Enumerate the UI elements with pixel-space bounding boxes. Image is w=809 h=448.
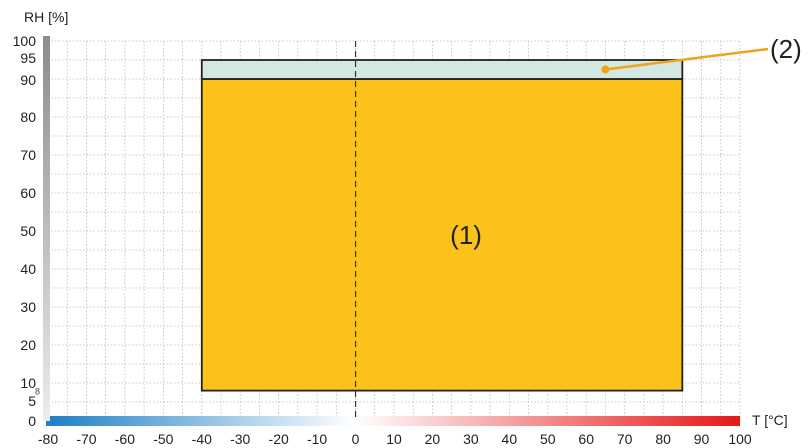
x-tick-label: 100: [728, 431, 752, 447]
x-tick-label: -20: [269, 431, 289, 447]
region-2-label: (2): [770, 34, 802, 64]
y-tick-label: 5: [28, 393, 36, 409]
operating-regions: (1): [200, 59, 684, 392]
x-tick-label: 90: [694, 431, 710, 447]
region-2: [200, 59, 684, 80]
y-tick-label: 60: [20, 185, 36, 201]
x-tick-label: -30: [230, 431, 250, 447]
y-tick-label: 20: [20, 337, 36, 353]
y-tick-label: 80: [20, 109, 36, 125]
callout: (2): [601, 34, 802, 74]
y-tick-label: 0: [28, 413, 36, 429]
x-tick-label: 20: [425, 431, 441, 447]
y-tick-label: 70: [20, 147, 36, 163]
x-tick-label: -40: [192, 431, 212, 447]
x-tick-label: 10: [386, 431, 402, 447]
y-tick-label: 95: [20, 50, 36, 66]
x-tick-label: -50: [153, 431, 173, 447]
x-tick-label: 60: [578, 431, 594, 447]
x-tick-label: 50: [540, 431, 556, 447]
y-minor-tick-label: 8: [35, 387, 40, 397]
y-tick-label: 10: [20, 375, 36, 391]
temperature-color-bar: [46, 416, 740, 426]
x-tick-label: 70: [617, 431, 633, 447]
axes: [43, 36, 740, 426]
y-tick-label: 30: [20, 299, 36, 315]
y-tick-label: 40: [20, 261, 36, 277]
tick-labels: -80 -70 -60 -50 -40 -30 -20 -10 0 10 20 30 40 50 60 70 8…: [13, 33, 752, 447]
callout-dot: [601, 65, 610, 74]
humidity-color-bar: [43, 36, 50, 421]
x-axis-title: T [°C]: [752, 412, 788, 428]
x-tick-label: -60: [115, 431, 135, 447]
y-axis-title: RH [%]: [24, 9, 68, 25]
x-tick-label: 0: [352, 431, 360, 447]
y-tick-label: 50: [20, 223, 36, 239]
callout-line: [605, 47, 769, 71]
y-tick-label: 90: [20, 72, 36, 88]
x-tick-label: -70: [76, 431, 96, 447]
x-tick-label: 30: [463, 431, 479, 447]
region-1: [200, 78, 684, 392]
x-tick-label: -80: [38, 431, 58, 447]
x-tick-label: 80: [655, 431, 671, 447]
x-tick-label: -10: [307, 431, 327, 447]
x-tick-label: 40: [502, 431, 518, 447]
region-1-label: (1): [450, 220, 482, 250]
y-tick-label: 100: [13, 33, 37, 49]
